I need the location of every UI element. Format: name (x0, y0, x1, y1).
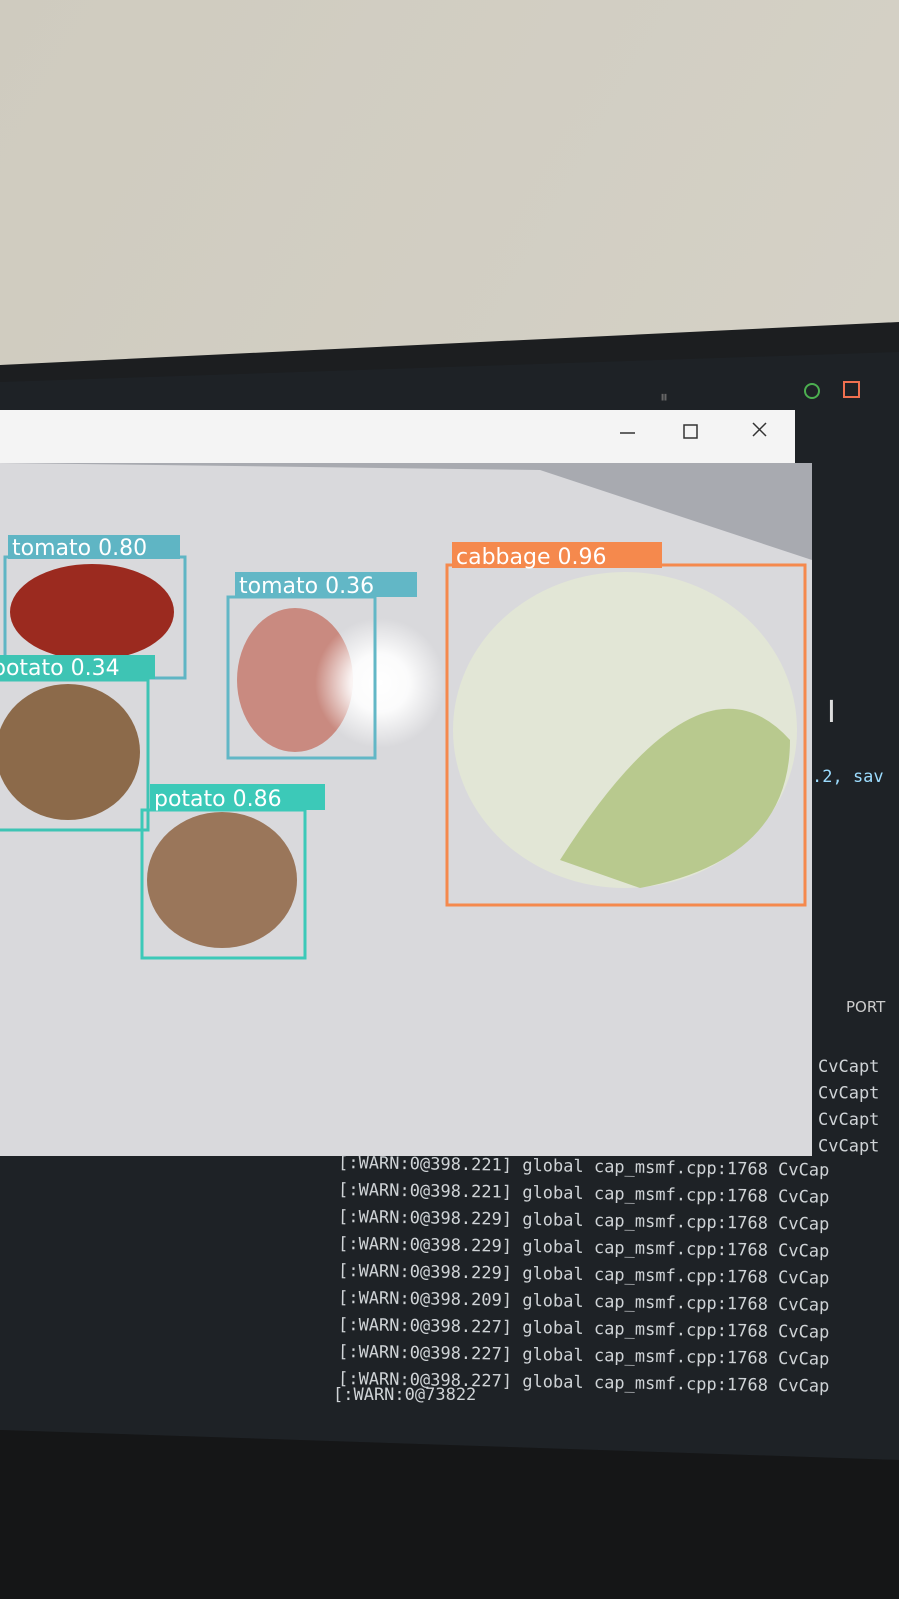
debug-toolbar: ⏸ (660, 381, 860, 406)
panel-tab: PORT (846, 998, 886, 1016)
detection-label: potato 0.34 (0, 656, 120, 681)
potato (147, 812, 297, 948)
maximize-button[interactable] (683, 424, 698, 439)
terminal-line: [:WARN:0@73822 (333, 1385, 476, 1405)
potato (0, 684, 140, 820)
detection-label: potato 0.86 (154, 787, 282, 812)
cabbage-leaf (560, 708, 790, 888)
image-window: tomato 0.80 tomato 0.36 potato 0.34 potato … (0, 410, 812, 1156)
restart-icon[interactable] (804, 383, 820, 399)
detections: tomato 0.80 tomato 0.36 potato 0.34 potato … (0, 535, 807, 960)
log-fragment: CvCapt (818, 1110, 879, 1130)
label-background (452, 542, 662, 568)
tomato (10, 564, 174, 660)
bounding-box (0, 678, 150, 832)
glare (315, 618, 445, 748)
text-cursor: I (827, 695, 836, 730)
label-background (150, 784, 325, 810)
label-background (0, 655, 155, 679)
label-background (8, 535, 180, 559)
log-fragment: CvCapt (818, 1057, 879, 1077)
stop-icon[interactable] (843, 381, 860, 398)
close-button[interactable] (752, 422, 767, 437)
background-shadow (0, 463, 812, 560)
log-fragment: CvCapt (818, 1137, 879, 1157)
detection-label: tomato 0.36 (239, 574, 374, 599)
monitor-bottom (0, 1430, 899, 1599)
code-fragment: .2, sav (812, 767, 884, 787)
pause-icon[interactable]: ⏸ (660, 387, 668, 406)
log-fragment: CvCapt (818, 1084, 879, 1104)
detection-label: cabbage 0.96 (456, 545, 606, 570)
detection-label: tomato 0.80 (12, 536, 147, 561)
label-background (235, 572, 417, 597)
side-panel: .2, sav PORT CvCapt CvCapt CvCapt CvCapt (812, 767, 886, 1157)
title-bar (0, 410, 795, 466)
